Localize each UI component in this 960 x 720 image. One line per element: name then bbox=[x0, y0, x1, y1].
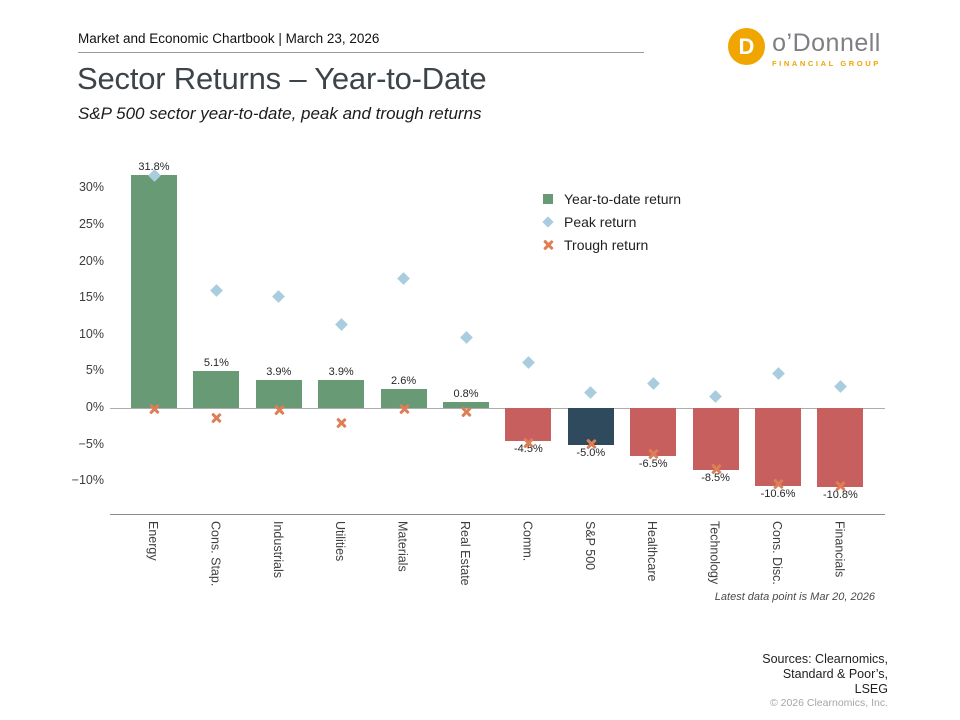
trough-return-marker bbox=[773, 479, 783, 489]
trough-return-marker bbox=[461, 407, 471, 417]
ytd-return-bar bbox=[630, 408, 677, 456]
ytd-return-bar bbox=[193, 370, 240, 409]
logo-circle-d-icon: D bbox=[728, 28, 765, 65]
category-label: Energy bbox=[146, 521, 160, 561]
category-label: Comm. bbox=[520, 521, 535, 562]
ytd-return-bar bbox=[755, 408, 801, 486]
legend-x-icon bbox=[543, 240, 553, 250]
y-axis-tick-label: 30% bbox=[78, 180, 104, 195]
ytd-return-bar bbox=[318, 379, 365, 409]
odonnell-logo: D o’Donnell FINANCIAL GROUP bbox=[728, 28, 881, 68]
ytd-return-bar bbox=[380, 389, 427, 409]
header-text: Market and Economic Chartbook | March 23… bbox=[78, 31, 380, 46]
ytd-return-bar bbox=[505, 408, 552, 442]
category-label: Industrials bbox=[270, 521, 285, 578]
bar-value-label: -8.5% bbox=[701, 472, 730, 485]
bar-value-label: -5.0% bbox=[576, 446, 606, 459]
bar-value-label: -10.8% bbox=[822, 489, 858, 502]
bar-value-label: -4.5% bbox=[514, 443, 543, 456]
legend-label: Year-to-date return bbox=[564, 190, 681, 207]
ytd-return-bar bbox=[255, 379, 302, 409]
ytd-return-bar bbox=[443, 402, 489, 409]
category-label: Cons. Disc. bbox=[770, 521, 784, 585]
ytd-return-bar bbox=[692, 408, 739, 471]
sources-line: Standard & Poor’s, bbox=[782, 667, 888, 681]
legend-label: Peak return bbox=[564, 213, 637, 230]
legend-item: Year-to-date return bbox=[542, 187, 681, 210]
y-axis-tick-label: 0% bbox=[85, 400, 104, 415]
bar-value-label: -10.6% bbox=[760, 487, 796, 500]
category-label: Utilities bbox=[333, 521, 348, 562]
peak-return-marker bbox=[459, 330, 473, 344]
trough-return-marker bbox=[274, 405, 284, 415]
trough-return-marker bbox=[835, 481, 845, 491]
peak-return-marker bbox=[397, 272, 410, 285]
trough-return-marker bbox=[711, 464, 721, 474]
trough-return-marker bbox=[399, 404, 409, 414]
sources-line: Sources: Clearnomics, bbox=[762, 652, 888, 666]
y-axis-tick-label: 20% bbox=[78, 253, 104, 268]
legend-label: Trough return bbox=[564, 236, 649, 253]
latest-data-footnote: Latest data point is Mar 20, 2026 bbox=[714, 591, 875, 603]
ytd-return-bar bbox=[817, 408, 864, 488]
category-label: Technology bbox=[707, 521, 722, 585]
legend-item: Trough return bbox=[542, 233, 681, 256]
logo-text: o’Donnell FINANCIAL GROUP bbox=[772, 28, 881, 69]
category-label: Real Estate bbox=[458, 521, 472, 586]
peak-return-marker bbox=[646, 377, 660, 391]
trough-return-marker bbox=[211, 413, 221, 423]
y-axis-tick-label: −10% bbox=[71, 473, 104, 488]
trough-return-marker bbox=[523, 438, 533, 448]
y-axis-tick-label: 10% bbox=[78, 326, 104, 341]
y-axis-tick-label: 15% bbox=[78, 290, 104, 305]
trough-return-marker bbox=[648, 449, 658, 459]
trough-return-marker bbox=[586, 439, 596, 449]
peak-return-marker bbox=[771, 367, 785, 381]
sources-block: Sources: Clearnomics, Standard & Poor’s,… bbox=[762, 652, 888, 697]
x-axis-line bbox=[110, 514, 885, 515]
chart-legend: Year-to-date return Peak return Trough ret… bbox=[542, 187, 681, 256]
category-label: Healthcare bbox=[645, 521, 660, 582]
bar-chart-plot-area: Year-to-date return Peak return Trough ret… bbox=[72, 161, 885, 586]
bar-value-label: 5.1% bbox=[203, 356, 229, 369]
bar-value-label: 2.6% bbox=[391, 375, 417, 388]
y-axis-tick-label: 25% bbox=[78, 217, 104, 232]
peak-return-marker bbox=[272, 289, 286, 303]
sources-line: LSEG bbox=[854, 682, 888, 696]
header-divider bbox=[78, 52, 644, 53]
category-label: Cons. Stap. bbox=[208, 521, 223, 587]
page-subtitle: S&P 500 sector year-to-date, peak and tr… bbox=[78, 104, 482, 123]
bar-value-label: 3.9% bbox=[328, 365, 354, 378]
copyright-text: © 2026 Clearnomics, Inc. bbox=[769, 697, 888, 709]
peak-return-marker bbox=[709, 390, 722, 403]
peak-return-marker bbox=[210, 283, 223, 297]
zero-gridline bbox=[110, 408, 885, 409]
ytd-return-bar bbox=[131, 175, 177, 409]
category-label: S&P 500 bbox=[582, 521, 597, 571]
trough-return-marker bbox=[149, 404, 159, 414]
bar-value-label: -6.5% bbox=[638, 457, 668, 470]
y-axis-tick-label: 5% bbox=[85, 363, 104, 378]
category-label: Materials bbox=[395, 521, 410, 572]
peak-return-marker bbox=[584, 386, 598, 400]
bar-value-label: 0.8% bbox=[453, 388, 479, 401]
legend-square-icon bbox=[543, 193, 553, 204]
peak-return-marker bbox=[834, 380, 847, 394]
logo-tagline: FINANCIAL GROUP bbox=[772, 59, 881, 68]
peak-return-marker bbox=[522, 356, 535, 370]
category-label: Financials bbox=[832, 521, 847, 578]
y-axis-tick-label: −5% bbox=[78, 436, 104, 451]
bar-value-label: 31.8% bbox=[138, 161, 170, 174]
logo-name: o’Donnell bbox=[772, 29, 881, 57]
logo-letter: D bbox=[738, 33, 755, 59]
legend-item: Peak return bbox=[542, 210, 681, 233]
trough-return-marker bbox=[336, 418, 346, 428]
bar-value-label: 3.9% bbox=[266, 365, 292, 378]
legend-diamond-icon bbox=[542, 215, 554, 228]
page-title: Sector Returns – Year-to-Date bbox=[77, 61, 487, 96]
peak-return-marker bbox=[334, 318, 348, 331]
